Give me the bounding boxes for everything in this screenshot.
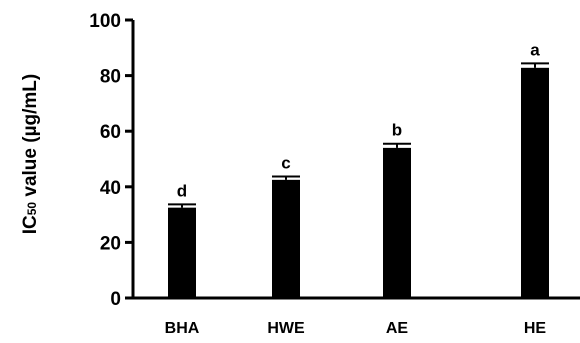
bar-hwe xyxy=(272,179,300,298)
y-tick-label: 60 xyxy=(100,122,121,143)
y-axis-ticks: 0 20 40 60 80 100 xyxy=(89,11,133,310)
y-axis-label-subscript: 50 xyxy=(25,202,39,216)
category-labels: BHA HWE AE HE xyxy=(165,320,547,337)
y-axis-label-prefix: IC xyxy=(20,215,41,234)
y-tick-label: 20 xyxy=(100,233,121,254)
y-tick-label: 0 xyxy=(110,289,121,310)
bar-ae xyxy=(383,147,411,298)
y-tick-label: 100 xyxy=(89,11,121,32)
significance-label: c xyxy=(281,154,290,173)
significance-label: b xyxy=(392,121,402,140)
x-category-label: HWE xyxy=(267,320,305,337)
x-category-label: HE xyxy=(524,320,547,337)
significance-label: d xyxy=(177,181,187,200)
x-category-label: BHA xyxy=(165,320,200,337)
y-tick-label: 80 xyxy=(100,67,121,88)
x-category-label: AE xyxy=(386,320,409,337)
y-axis-label-suffix: value (µg/mL) xyxy=(20,74,41,202)
y-tick-label: 40 xyxy=(100,178,121,199)
bar-bha xyxy=(168,207,196,298)
axes xyxy=(131,20,580,300)
bar-he xyxy=(521,67,549,298)
bars: d c b a xyxy=(168,40,549,298)
y-axis-label: IC50 value (µg/mL) xyxy=(20,74,41,235)
significance-label: a xyxy=(530,40,540,59)
